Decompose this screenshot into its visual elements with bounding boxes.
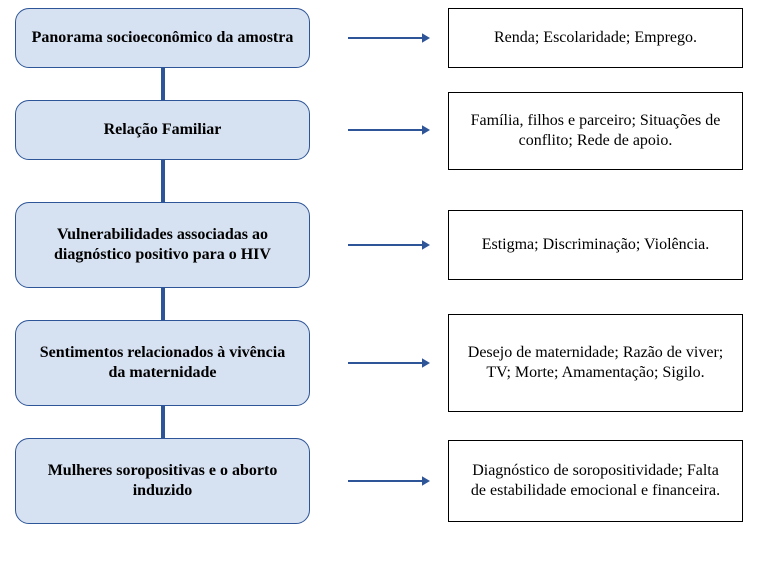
- category-box: Panorama socioeconômico da amostra: [15, 8, 310, 68]
- description-box: Estigma; Discriminação; Violência.: [448, 210, 743, 280]
- arrow-icon: [348, 120, 430, 140]
- description-box: Renda; Escolaridade; Emprego.: [448, 8, 743, 68]
- connector-line: [161, 67, 165, 101]
- description-box: Família, filhos e parceiro; Situações de…: [448, 92, 743, 170]
- category-box: Mulheres soropositivas e o aborto induzi…: [15, 438, 310, 524]
- connector-line: [161, 159, 165, 203]
- connector-line: [161, 405, 165, 439]
- description-box: Diagnóstico de soropositividade; Falta d…: [448, 440, 743, 522]
- description-box: Desejo de maternidade; Razão de viver; T…: [448, 314, 743, 412]
- category-box: Relação Familiar: [15, 100, 310, 160]
- arrow-icon: [348, 235, 430, 255]
- arrow-icon: [348, 471, 430, 491]
- arrow-icon: [348, 28, 430, 48]
- arrow-icon: [348, 353, 430, 373]
- connector-line: [161, 287, 165, 321]
- category-box: Vulnerabilidades associadas ao diagnósti…: [15, 202, 310, 288]
- flowchart-diagram: Panorama socioeconômico da amostra Renda;…: [0, 0, 768, 570]
- category-box: Sentimentos relacionados à vivência da m…: [15, 320, 310, 406]
